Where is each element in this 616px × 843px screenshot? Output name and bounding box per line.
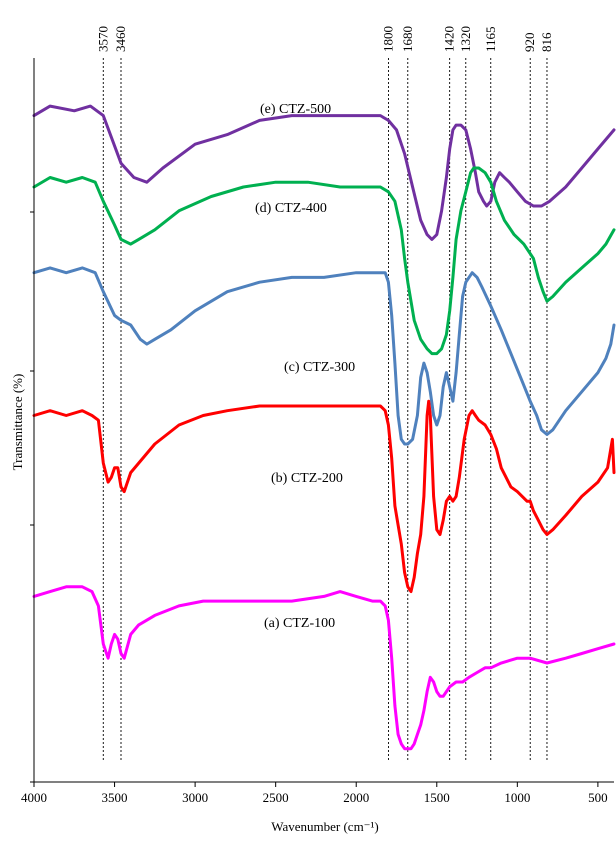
reference-label-1320: 1320 bbox=[458, 26, 473, 52]
reference-lines: 3570 3460 1800 1680 1420 1320 1165 920 816 bbox=[95, 26, 554, 760]
y-axis-title: Transmittance (%) bbox=[10, 374, 25, 471]
x-tick-label-3000: 3000 bbox=[182, 790, 208, 805]
series-line-4 bbox=[32, 585, 616, 751]
series-label-2: (c) CTZ-300 bbox=[284, 360, 355, 375]
series-layer bbox=[32, 104, 616, 751]
reference-label-920: 920 bbox=[522, 33, 537, 53]
reference-label-3570: 3570 bbox=[95, 26, 110, 52]
x-axis: 4000 3500 3000 2500 2000 1500 1000 500 bbox=[21, 58, 614, 805]
series-line-3 bbox=[32, 399, 616, 594]
series-label-3: (b) CTZ-200 bbox=[271, 471, 343, 486]
series-line-1 bbox=[32, 166, 616, 356]
x-tick-label-3500: 3500 bbox=[102, 790, 128, 805]
x-tick-label-500: 500 bbox=[588, 790, 608, 805]
x-tick-label-2500: 2500 bbox=[263, 790, 289, 805]
x-tick-label-1000: 1000 bbox=[504, 790, 530, 805]
series-label-4: (a) CTZ-100 bbox=[264, 616, 335, 631]
series-line-0 bbox=[32, 104, 616, 241]
reference-label-1800: 1800 bbox=[380, 26, 395, 52]
x-tick-label-2000: 2000 bbox=[343, 790, 369, 805]
reference-label-816: 816 bbox=[539, 32, 554, 52]
reference-label-1420: 1420 bbox=[442, 26, 457, 52]
x-tick-label-1500: 1500 bbox=[424, 790, 450, 805]
reference-label-3460: 3460 bbox=[113, 26, 128, 52]
series-line-2 bbox=[32, 266, 616, 446]
x-tick-label-4000: 4000 bbox=[21, 790, 47, 805]
x-axis-title: Wavenumber (cm⁻¹) bbox=[271, 819, 379, 834]
series-label-0: (e) CTZ-500 bbox=[260, 102, 331, 117]
reference-label-1165: 1165 bbox=[483, 26, 498, 52]
series-label-1: (d) CTZ-400 bbox=[255, 201, 327, 216]
series-labels: (e) CTZ-500 (d) CTZ-400 (c) CTZ-300 (b) CTZ… bbox=[255, 102, 355, 631]
reference-label-1680: 1680 bbox=[400, 26, 415, 52]
